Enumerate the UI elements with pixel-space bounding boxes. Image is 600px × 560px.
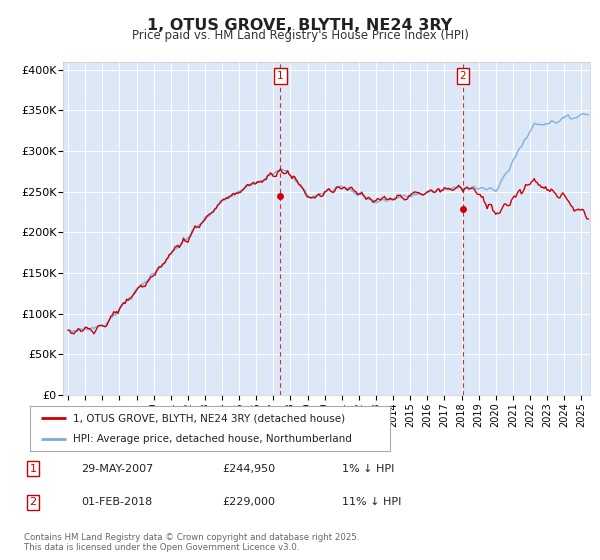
Text: 1: 1 bbox=[277, 71, 284, 81]
Text: 1, OTUS GROVE, BLYTH, NE24 3RY (detached house): 1, OTUS GROVE, BLYTH, NE24 3RY (detached… bbox=[73, 413, 346, 423]
Text: 1: 1 bbox=[29, 464, 37, 474]
Text: HPI: Average price, detached house, Northumberland: HPI: Average price, detached house, Nort… bbox=[73, 433, 352, 444]
Text: Price paid vs. HM Land Registry's House Price Index (HPI): Price paid vs. HM Land Registry's House … bbox=[131, 29, 469, 42]
Text: 11% ↓ HPI: 11% ↓ HPI bbox=[342, 497, 401, 507]
Text: 1, OTUS GROVE, BLYTH, NE24 3RY: 1, OTUS GROVE, BLYTH, NE24 3RY bbox=[148, 18, 452, 33]
Text: £229,000: £229,000 bbox=[222, 497, 275, 507]
Text: This data is licensed under the Open Government Licence v3.0.: This data is licensed under the Open Gov… bbox=[24, 543, 299, 552]
Text: £244,950: £244,950 bbox=[222, 464, 275, 474]
Text: 2: 2 bbox=[460, 71, 466, 81]
Text: 2: 2 bbox=[29, 497, 37, 507]
Text: Contains HM Land Registry data © Crown copyright and database right 2025.: Contains HM Land Registry data © Crown c… bbox=[24, 533, 359, 542]
Text: 01-FEB-2018: 01-FEB-2018 bbox=[81, 497, 152, 507]
Text: 1% ↓ HPI: 1% ↓ HPI bbox=[342, 464, 394, 474]
Text: 29-MAY-2007: 29-MAY-2007 bbox=[81, 464, 153, 474]
